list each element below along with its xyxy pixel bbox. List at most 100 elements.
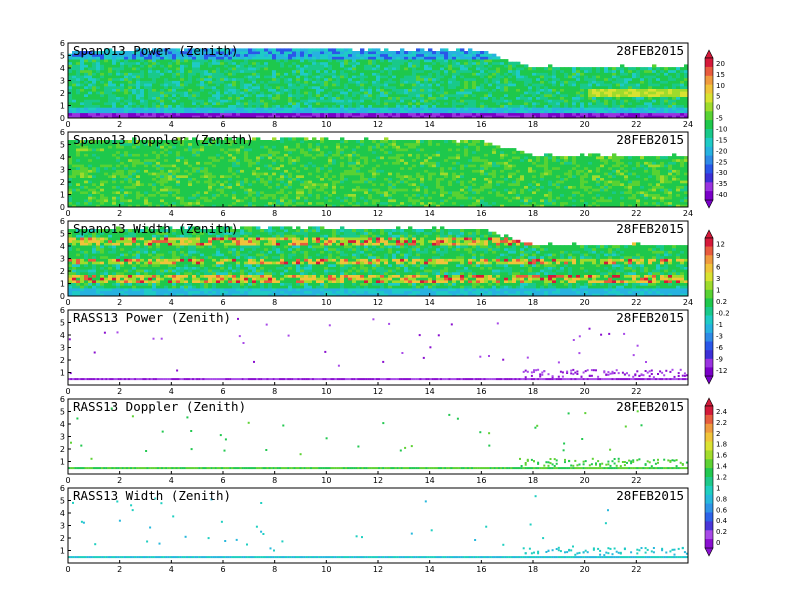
heatmap-cell xyxy=(368,110,373,114)
heatmap-cell xyxy=(452,53,457,57)
heatmap-cell xyxy=(168,104,173,108)
heatmap-cell xyxy=(104,101,109,105)
heatmap-cell xyxy=(180,107,185,111)
heatmap-cell xyxy=(236,150,241,154)
heatmap-cell xyxy=(616,101,621,105)
heatmap-cell xyxy=(136,115,141,118)
heatmap-cell xyxy=(160,164,165,168)
heatmap-cell xyxy=(76,193,81,197)
heatmap-cell xyxy=(92,110,97,114)
heatmap-cell xyxy=(100,185,105,189)
heatmap-cell xyxy=(236,75,241,79)
heatmap-cell xyxy=(196,156,201,160)
heatmap-cell xyxy=(212,107,217,111)
heatmap-cell xyxy=(684,72,688,76)
heatmap-cell xyxy=(160,161,165,165)
heatmap-cell xyxy=(264,196,269,200)
heatmap-cell xyxy=(296,69,301,73)
heatmap-cell xyxy=(232,174,237,178)
heatmap-cell xyxy=(276,104,281,108)
heatmap-cell xyxy=(80,158,85,162)
heatmap-cell xyxy=(324,64,329,68)
heatmap-cell xyxy=(152,99,157,103)
heatmap-cell xyxy=(444,53,449,57)
heatmap-cell xyxy=(236,172,241,176)
heatmap-cell xyxy=(212,142,217,146)
heatmap-cell xyxy=(116,156,121,160)
heatmap-cell xyxy=(632,110,637,114)
heatmap-cell xyxy=(120,169,125,173)
heatmap-cell xyxy=(192,104,197,108)
heatmap-cell xyxy=(472,85,477,89)
heatmap-cell xyxy=(80,190,85,194)
heatmap-cell xyxy=(252,72,257,76)
heatmap-cell xyxy=(264,174,269,178)
heatmap-cell xyxy=(268,112,273,116)
heatmap-cell xyxy=(592,99,597,103)
heatmap-cell xyxy=(576,88,581,92)
heatmap-cell xyxy=(208,61,213,65)
heatmap-cell xyxy=(160,180,165,184)
heatmap-cell xyxy=(136,177,141,181)
heatmap-cell xyxy=(200,93,205,97)
heatmap-cell xyxy=(232,104,237,108)
heatmap-cell xyxy=(104,56,109,60)
heatmap-cell xyxy=(452,115,457,118)
heatmap-cell xyxy=(248,169,253,173)
heatmap-cell xyxy=(392,67,397,71)
heatmap-cell xyxy=(424,53,429,57)
heatmap-cell xyxy=(528,93,533,97)
heatmap-cell xyxy=(152,69,157,73)
heatmap-cell xyxy=(396,104,401,108)
heatmap-cell xyxy=(164,161,169,165)
heatmap-cell xyxy=(240,75,245,79)
heatmap-cell xyxy=(76,101,81,105)
heatmap-cell xyxy=(196,75,201,79)
heatmap-cell xyxy=(80,166,85,170)
heatmap-cell xyxy=(156,193,161,197)
heatmap-cell xyxy=(120,72,125,76)
heatmap-cell xyxy=(196,51,201,55)
heatmap-cell xyxy=(188,104,193,108)
heatmap-cell xyxy=(120,112,125,116)
heatmap-cell xyxy=(580,115,585,118)
heatmap-cell xyxy=(224,61,229,65)
heatmap-cell xyxy=(364,64,369,68)
heatmap-cell xyxy=(216,172,221,176)
heatmap-cell xyxy=(100,150,105,154)
heatmap-cell xyxy=(180,110,185,114)
heatmap-cell xyxy=(248,72,253,76)
heatmap-cell xyxy=(532,91,537,95)
heatmap-cell xyxy=(164,115,169,118)
heatmap-cell xyxy=(96,188,101,192)
heatmap-cell xyxy=(280,99,285,103)
heatmap-cell xyxy=(240,67,245,71)
heatmap-cell xyxy=(352,51,357,55)
heatmap-cell xyxy=(252,51,257,55)
heatmap-cell xyxy=(396,85,401,89)
heatmap-cell xyxy=(184,93,189,97)
heatmap-cell xyxy=(424,101,429,105)
heatmap-cell xyxy=(540,77,545,81)
heatmap-cell xyxy=(360,75,365,79)
heatmap-cell xyxy=(196,53,201,57)
heatmap-cell xyxy=(200,64,205,68)
heatmap-cell xyxy=(300,93,305,97)
heatmap-cell xyxy=(128,148,133,152)
heatmap-cell xyxy=(256,64,261,68)
heatmap-cell xyxy=(408,61,413,65)
heatmap-cell xyxy=(644,107,649,111)
heatmap-cell xyxy=(132,88,137,92)
heatmap-cell xyxy=(108,48,113,52)
heatmap-cell xyxy=(96,169,101,173)
heatmap-cell xyxy=(80,140,85,144)
heatmap-cell xyxy=(108,193,113,197)
heatmap-cell xyxy=(88,72,93,76)
heatmap-cell xyxy=(84,199,89,203)
heatmap-cell xyxy=(264,153,269,157)
heatmap-cell xyxy=(276,53,281,57)
heatmap-cell xyxy=(412,115,417,118)
heatmap-cell xyxy=(156,142,161,146)
heatmap-cell xyxy=(672,88,677,92)
heatmap-cell xyxy=(120,161,125,165)
